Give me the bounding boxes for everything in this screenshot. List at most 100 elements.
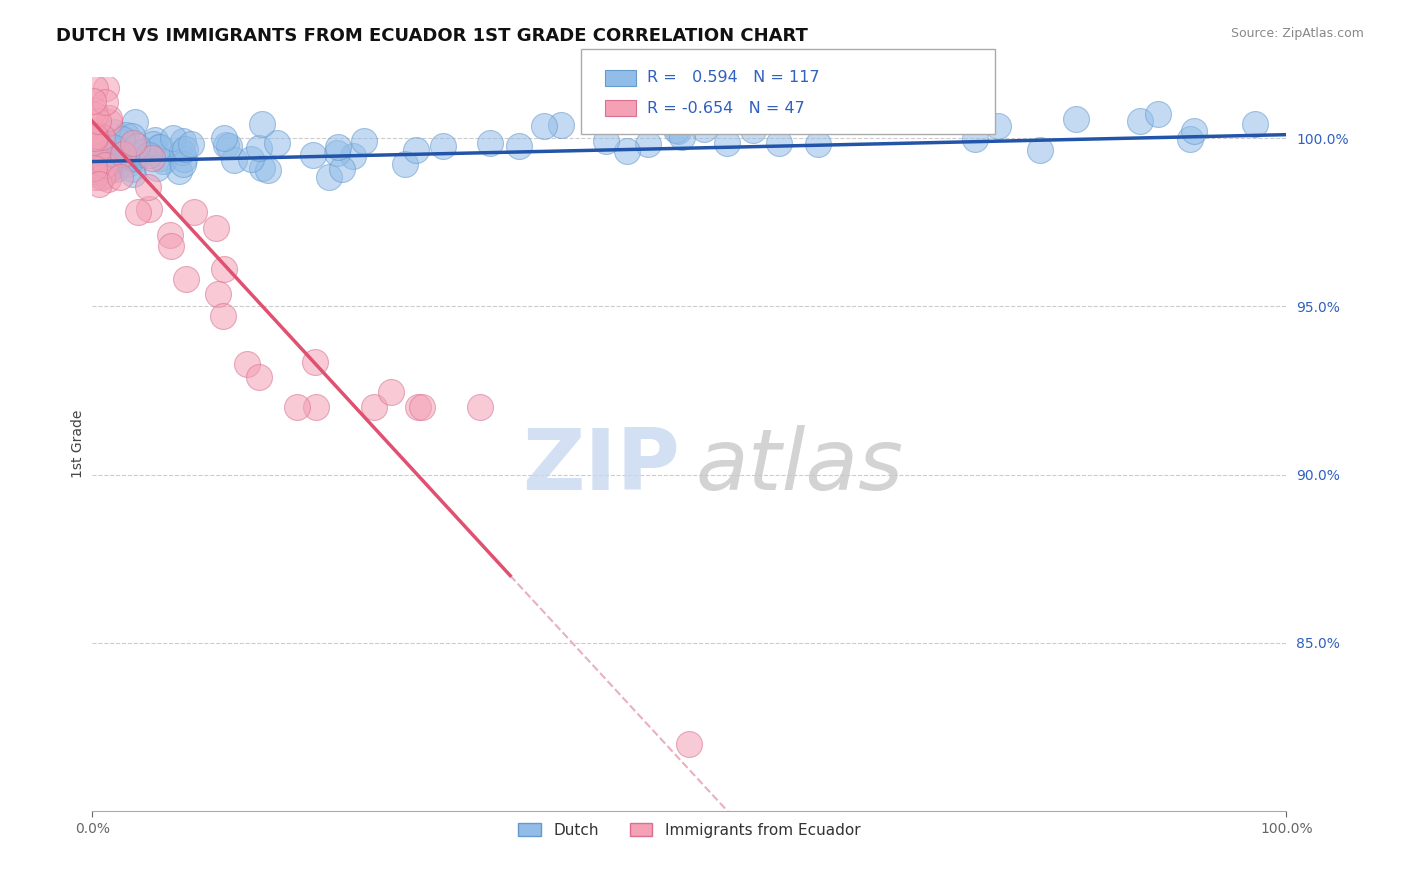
- Point: [127, 205, 149, 219]
- Text: DUTCH VS IMMIGRANTS FROM ECUADOR 1ST GRADE CORRELATION CHART: DUTCH VS IMMIGRANTS FROM ECUADOR 1ST GRA…: [56, 27, 808, 45]
- Point: [90, 129, 112, 144]
- Point: [222, 153, 245, 167]
- Point: [159, 228, 181, 243]
- Point: [678, 737, 700, 751]
- Point: [1244, 117, 1267, 131]
- Point: [768, 136, 790, 151]
- Point: [160, 239, 183, 253]
- Point: [318, 170, 340, 185]
- Point: [987, 119, 1010, 133]
- Point: [212, 131, 235, 145]
- Text: atlas: atlas: [696, 425, 903, 508]
- Point: [240, 153, 263, 167]
- Point: [83, 164, 105, 178]
- Point: [82, 132, 104, 146]
- Point: [266, 136, 288, 151]
- Point: [127, 139, 149, 153]
- Point: [305, 401, 328, 415]
- Point: [1182, 124, 1205, 138]
- Point: [90, 144, 112, 158]
- Point: [252, 161, 274, 176]
- Point: [693, 121, 716, 136]
- Point: [98, 150, 121, 164]
- Point: [533, 119, 555, 133]
- Point: [214, 138, 236, 153]
- Point: [411, 401, 433, 415]
- Point: [470, 401, 492, 415]
- Point: [146, 161, 169, 175]
- Point: [330, 161, 353, 176]
- Point: [173, 142, 195, 156]
- Point: [87, 152, 110, 166]
- Point: [83, 103, 105, 117]
- Point: [666, 124, 689, 138]
- Point: [148, 139, 170, 153]
- Point: [1180, 132, 1202, 146]
- Point: [807, 137, 830, 152]
- Point: [90, 151, 112, 165]
- Point: [741, 122, 763, 136]
- Point: [89, 155, 111, 169]
- Point: [616, 144, 638, 158]
- Point: [111, 147, 134, 161]
- Point: [394, 157, 416, 171]
- Point: [131, 145, 153, 160]
- Point: [82, 124, 104, 138]
- Point: [380, 384, 402, 399]
- Point: [94, 80, 117, 95]
- Point: [716, 136, 738, 150]
- Point: [98, 153, 121, 167]
- Point: [363, 401, 385, 415]
- Point: [180, 136, 202, 151]
- Point: [83, 108, 105, 122]
- Point: [152, 153, 174, 168]
- Point: [97, 171, 120, 186]
- Point: [1146, 107, 1168, 121]
- Point: [1129, 113, 1152, 128]
- Point: [97, 156, 120, 170]
- Point: [87, 147, 110, 161]
- Point: [671, 130, 693, 145]
- Point: [285, 401, 308, 415]
- Point: [172, 145, 194, 159]
- Point: [550, 119, 572, 133]
- Point: [142, 136, 165, 151]
- Point: [103, 125, 125, 139]
- Point: [90, 169, 112, 184]
- Point: [1064, 112, 1087, 126]
- Text: ZIP: ZIP: [522, 425, 681, 508]
- Point: [121, 167, 143, 181]
- Point: [110, 170, 132, 185]
- Point: [326, 139, 349, 153]
- Point: [94, 145, 117, 159]
- Point: [104, 154, 127, 169]
- Point: [963, 132, 986, 146]
- Point: [121, 161, 143, 176]
- Point: [86, 114, 108, 128]
- Point: [247, 369, 270, 384]
- Point: [183, 204, 205, 219]
- Point: [103, 145, 125, 159]
- Point: [665, 123, 688, 137]
- Point: [84, 145, 107, 159]
- Point: [111, 132, 134, 146]
- Point: [96, 137, 118, 152]
- Point: [87, 141, 110, 155]
- Point: [406, 401, 429, 415]
- Point: [93, 150, 115, 164]
- Text: R = -0.654   N = 47: R = -0.654 N = 47: [647, 101, 804, 116]
- Point: [478, 136, 501, 150]
- Point: [101, 159, 124, 173]
- Point: [138, 202, 160, 216]
- Point: [172, 157, 194, 171]
- Point: [1029, 143, 1052, 157]
- Point: [432, 139, 454, 153]
- Point: [94, 162, 117, 177]
- Point: [86, 136, 108, 151]
- Point: [84, 80, 107, 95]
- Point: [97, 112, 120, 126]
- Point: [104, 161, 127, 176]
- Legend: Dutch, Immigrants from Ecuador: Dutch, Immigrants from Ecuador: [512, 816, 866, 844]
- Point: [94, 95, 117, 109]
- Point: [94, 150, 117, 164]
